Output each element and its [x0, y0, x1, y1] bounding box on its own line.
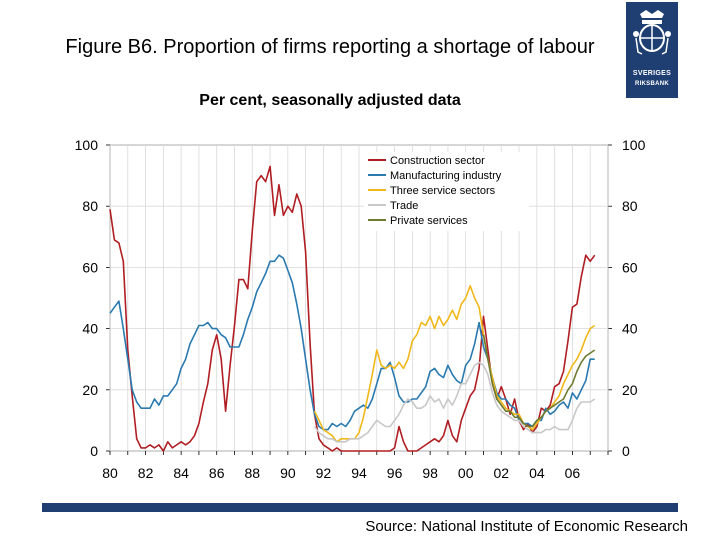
y-tick-label-left: 80	[82, 198, 98, 214]
x-tick-label: 96	[387, 465, 403, 481]
y-tick-label-left: 40	[82, 321, 98, 337]
x-tick-label: 04	[529, 465, 545, 481]
y-tick-label-left: 20	[82, 382, 98, 398]
x-tick-label: 86	[209, 465, 225, 481]
y-tick-label-left: 60	[82, 259, 98, 275]
legend-label: Manufacturing industry	[390, 170, 502, 182]
x-tick-label: 92	[316, 465, 332, 481]
series-line-4	[482, 334, 596, 428]
legend-box	[364, 152, 529, 231]
series-line-3	[313, 361, 596, 443]
source-note: Source: National Institute of Economic R…	[365, 518, 688, 535]
x-tick-label: 80	[102, 465, 118, 481]
y-tick-label-right: 100	[622, 137, 646, 153]
legend-label: Private services	[390, 215, 468, 227]
legend-label: Three service sectors	[390, 185, 496, 197]
riksbank-logo: SVERIGES RIKSBANK	[626, 2, 678, 98]
legend-label: Construction sector	[390, 155, 485, 167]
riksbank-crest-icon	[633, 10, 671, 55]
chart-title: Figure B6. Proportion of firms reporting…	[65, 36, 595, 58]
chart-subtitle: Per cent, seasonally adjusted data	[199, 92, 461, 109]
x-tick-label: 98	[422, 465, 438, 481]
logo-text-line2: RIKSBANK	[634, 81, 670, 87]
x-tick-label: 00	[458, 465, 474, 481]
y-tick-label-right: 80	[622, 198, 638, 214]
x-tick-label: 90	[280, 465, 296, 481]
y-tick-label-right: 40	[622, 321, 638, 337]
x-tick-label: 88	[244, 465, 260, 481]
y-tick-label-right: 0	[622, 443, 630, 459]
series-line-1	[109, 254, 595, 431]
x-tick-label: 02	[493, 465, 509, 481]
x-tick-label: 94	[351, 465, 367, 481]
legend-label: Trade	[390, 200, 418, 212]
footer-bar	[42, 503, 678, 512]
logo-text-line1: SVERIGES	[632, 70, 672, 77]
x-tick-label: 06	[565, 465, 581, 481]
y-tick-label-left: 0	[90, 443, 98, 459]
y-tick-label-right: 60	[622, 259, 638, 275]
x-tick-label: 82	[138, 465, 154, 481]
series-line-0	[109, 165, 596, 452]
y-tick-label-left: 100	[75, 137, 99, 153]
x-tick-label: 84	[173, 465, 189, 481]
y-tick-label-right: 20	[622, 382, 638, 398]
series-line-2	[313, 285, 596, 443]
